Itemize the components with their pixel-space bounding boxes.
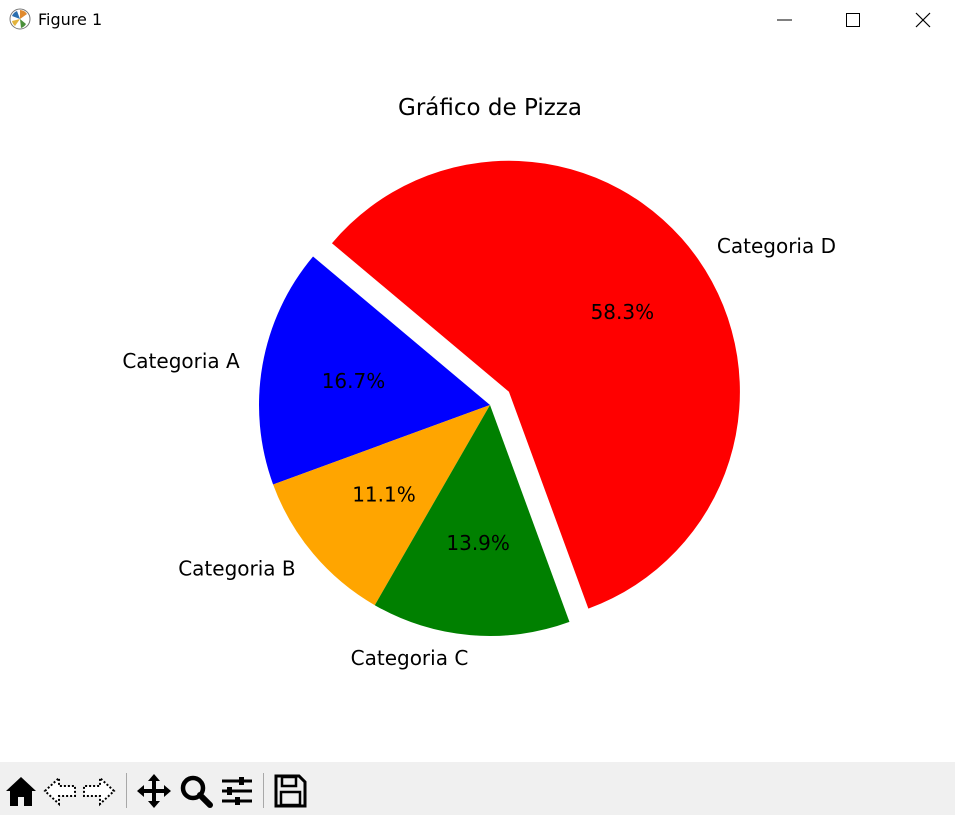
zoom-button[interactable] <box>177 772 215 810</box>
chart-title: Gráfico de Pizza <box>398 95 582 121</box>
home-button[interactable] <box>2 772 40 810</box>
forward-arrow-icon <box>83 775 116 807</box>
percentage-label: 13.9% <box>446 531 510 555</box>
matplotlib-logo-icon <box>9 8 31 30</box>
window-titlebar: Figure 1 <box>0 0 955 40</box>
forward-button[interactable] <box>80 772 118 810</box>
zoom-magnifier-icon <box>180 775 213 808</box>
home-icon <box>6 777 36 806</box>
configure-subplots-icon <box>222 777 252 805</box>
percentage-label: 11.1% <box>352 482 416 506</box>
window-title: Figure 1 <box>38 10 103 29</box>
pan-button[interactable] <box>135 772 173 810</box>
pie-slice-categoria-c <box>374 405 570 636</box>
save-floppy-icon <box>274 774 307 808</box>
category-label: Categoria A <box>122 349 240 373</box>
configure-subplots-button[interactable] <box>218 772 256 810</box>
back-arrow-icon <box>43 775 76 807</box>
close-icon <box>915 12 931 28</box>
percentage-label: 58.3% <box>591 300 655 324</box>
maximize-button[interactable] <box>830 0 876 40</box>
pie-slice-categoria-d <box>331 160 740 609</box>
toolbar-separator <box>126 773 127 808</box>
maximize-icon <box>846 13 860 27</box>
minimize-button[interactable] <box>761 0 807 40</box>
pan-move-icon <box>137 774 171 808</box>
navigation-toolbar <box>0 762 955 815</box>
minimize-icon <box>777 19 792 21</box>
category-label: Categoria C <box>351 646 469 670</box>
back-button[interactable] <box>41 772 79 810</box>
pie-chart: Gráfico de Pizza Categoria A 16.7% Categor… <box>122 95 836 670</box>
percentage-label: 16.7% <box>322 369 386 393</box>
pie-slice-categoria-a <box>258 256 490 485</box>
category-label: Categoria D <box>717 234 836 258</box>
save-button[interactable] <box>271 772 309 810</box>
pie-slice-categoria-b <box>273 405 490 606</box>
close-button[interactable] <box>900 0 946 40</box>
figure-canvas[interactable]: Gráfico de Pizza Categoria A 16.7% Categor… <box>0 40 955 762</box>
toolbar-separator <box>263 773 264 808</box>
category-label: Categoria B <box>178 557 295 581</box>
